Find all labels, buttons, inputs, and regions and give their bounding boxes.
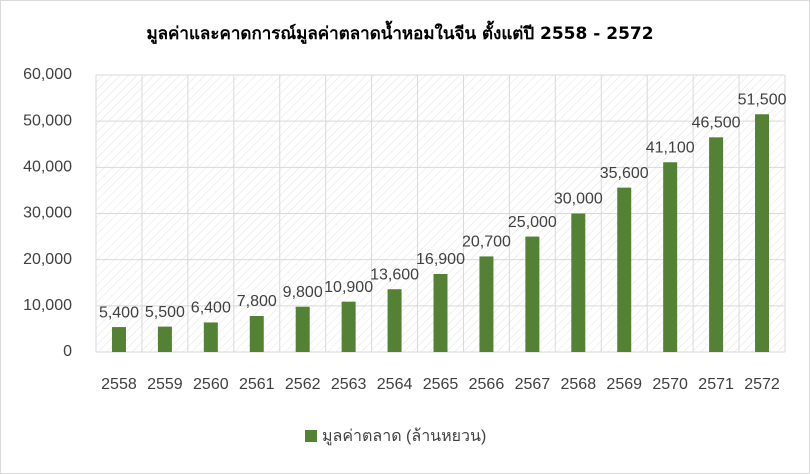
y-tick-label: 40,000 xyxy=(23,159,72,176)
bar xyxy=(157,326,172,352)
x-tick-label: 2564 xyxy=(377,376,413,393)
x-tick-label: 2569 xyxy=(606,376,642,393)
value-label: 9,800 xyxy=(283,284,323,301)
x-tick-label: 2565 xyxy=(423,376,459,393)
x-tick-label: 2568 xyxy=(561,376,597,393)
value-label: 25,000 xyxy=(508,214,557,231)
bar xyxy=(203,322,218,352)
value-label: 16,900 xyxy=(416,251,465,268)
legend-label: มูลค่าตลาด (ล้านหยวน) xyxy=(322,427,486,446)
x-tick-label: 2566 xyxy=(469,376,505,393)
bar xyxy=(663,162,678,352)
x-tick-label: 2559 xyxy=(147,376,183,393)
y-tick-label: 20,000 xyxy=(23,251,72,268)
y-tick-label: 0 xyxy=(63,343,72,360)
value-label: 6,400 xyxy=(191,300,231,317)
x-tick-label: 2570 xyxy=(652,376,688,393)
bar xyxy=(479,256,494,352)
value-label: 51,500 xyxy=(738,91,787,108)
chart-title: มูลค่าและคาดการณ์มูลค่าตลาดน้ำหอมในจีน ต… xyxy=(146,20,653,45)
x-tick-label: 2572 xyxy=(744,376,780,393)
x-tick-label: 2562 xyxy=(285,376,321,393)
value-label: 20,700 xyxy=(462,234,511,251)
value-label: 30,000 xyxy=(554,191,603,208)
value-label: 5,400 xyxy=(99,304,139,321)
bar xyxy=(111,327,126,352)
value-label: 35,600 xyxy=(600,165,649,182)
bar xyxy=(617,187,632,352)
x-tick-label: 2561 xyxy=(239,376,275,393)
value-label: 13,600 xyxy=(370,266,419,283)
x-tick-label: 2563 xyxy=(331,376,367,393)
bar xyxy=(387,289,402,352)
value-label: 10,900 xyxy=(324,279,373,296)
bar xyxy=(755,114,770,352)
x-tick-label: 2567 xyxy=(515,376,551,393)
value-label: 41,100 xyxy=(646,139,695,156)
y-tick-label: 30,000 xyxy=(23,205,72,222)
bar xyxy=(571,213,586,352)
y-tick-label: 10,000 xyxy=(23,297,72,314)
y-tick-label: 60,000 xyxy=(23,66,72,83)
y-tick-label: 50,000 xyxy=(23,112,72,129)
bar xyxy=(249,315,264,352)
bar xyxy=(525,236,540,352)
bar xyxy=(709,137,724,352)
legend-swatch xyxy=(305,430,317,442)
x-tick-label: 2560 xyxy=(193,376,229,393)
value-label: 46,500 xyxy=(692,115,741,132)
bar xyxy=(433,273,448,352)
x-tick-label: 2571 xyxy=(698,376,734,393)
bar xyxy=(341,301,356,352)
bar xyxy=(295,306,310,352)
value-label: 5,500 xyxy=(145,304,185,321)
x-tick-label: 2558 xyxy=(101,376,137,393)
value-label: 7,800 xyxy=(237,293,277,310)
